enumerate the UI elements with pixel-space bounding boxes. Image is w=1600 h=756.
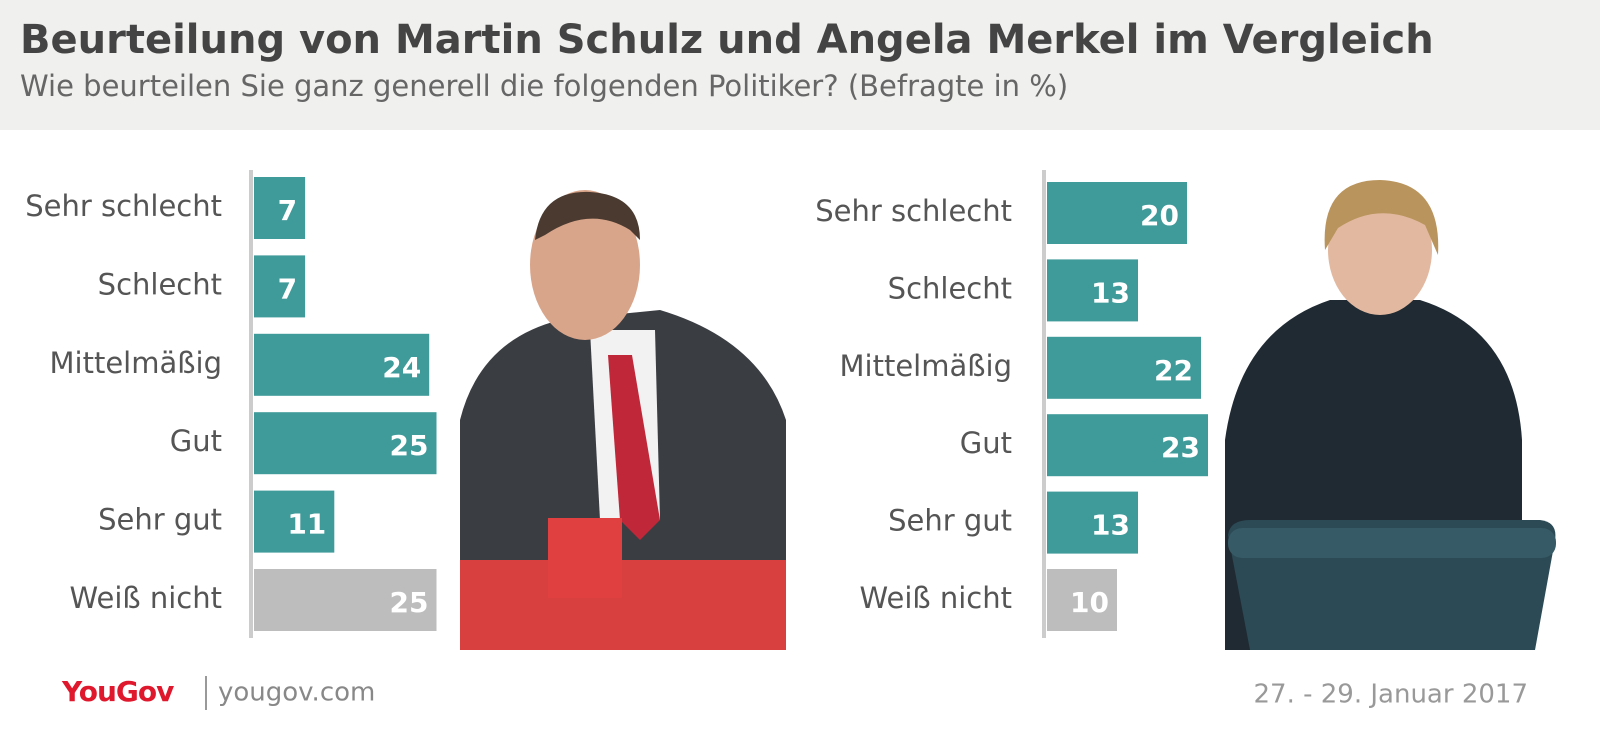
category-label: Schlecht xyxy=(98,267,222,301)
bar xyxy=(1047,569,1117,631)
category-label: Mittelmäßig xyxy=(840,349,1012,383)
bar xyxy=(254,177,306,239)
footer-date: 27. - 29. Januar 2017 xyxy=(1254,680,1529,710)
bar xyxy=(254,569,437,631)
value-label: 25 xyxy=(390,429,429,462)
value-label: 7 xyxy=(278,194,297,227)
footer-url: yougov.com xyxy=(218,678,375,708)
bar xyxy=(254,333,430,396)
category-label: Gut xyxy=(960,426,1012,460)
value-label: 13 xyxy=(1091,276,1130,309)
value-label: 11 xyxy=(287,508,326,541)
photo-merkel xyxy=(1225,180,1556,650)
category-label: Sehr schlecht xyxy=(25,189,222,223)
value-label: 7 xyxy=(278,272,297,305)
value-label: 20 xyxy=(1140,199,1179,232)
bar xyxy=(254,255,306,318)
category-label: Sehr gut xyxy=(98,503,222,537)
category-label: Schlecht xyxy=(888,271,1012,305)
category-label: Gut xyxy=(170,424,222,458)
value-label: 25 xyxy=(390,586,429,619)
bar xyxy=(1047,414,1208,477)
bar xyxy=(254,412,437,475)
value-label: 23 xyxy=(1161,431,1200,464)
chart-subtitle: Wie beurteilen Sie ganz generell die fol… xyxy=(20,69,1068,103)
chart-title: Beurteilung von Martin Schulz und Angela… xyxy=(20,17,1434,63)
category-label: Weiß nicht xyxy=(70,581,223,615)
photo-schulz xyxy=(458,190,786,650)
value-label: 22 xyxy=(1154,354,1193,387)
header-band xyxy=(0,0,1600,130)
value-label: 13 xyxy=(1091,509,1130,542)
value-label: 24 xyxy=(382,351,421,384)
category-label: Mittelmäßig xyxy=(50,346,222,380)
category-label: Weiß nicht xyxy=(860,581,1013,615)
brand-logo: YouGov xyxy=(61,675,174,708)
bar xyxy=(1047,336,1201,399)
bar xyxy=(1047,259,1138,322)
bar xyxy=(1047,491,1138,554)
bar xyxy=(254,490,335,553)
bar xyxy=(1047,182,1187,244)
category-label: Sehr gut xyxy=(888,504,1012,538)
category-label: Sehr schlecht xyxy=(815,194,1012,228)
value-label: 10 xyxy=(1070,586,1109,619)
